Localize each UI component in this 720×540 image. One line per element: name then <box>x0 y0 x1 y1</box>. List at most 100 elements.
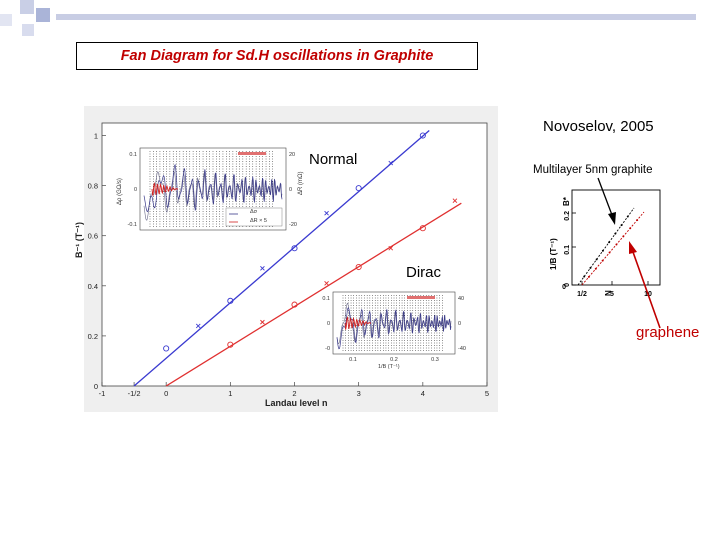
inset-left-tick: -0.1 <box>128 222 137 228</box>
data-point-cross-dirac <box>452 198 458 203</box>
inset-top-ylabel-right: ΔR (mΩ) <box>298 171 304 196</box>
data-point-circle-dirac <box>291 301 298 308</box>
right-data-point <box>626 215 629 218</box>
y-tick-label: 0.8 <box>88 182 98 191</box>
main-ylabel: B⁻¹ (T⁻¹) <box>74 222 84 258</box>
y-tick-label: 0.2 <box>88 332 98 341</box>
right-data-point <box>608 241 611 244</box>
right-data-point <box>587 275 590 278</box>
right-data-point <box>595 258 598 261</box>
graphene-arrow <box>629 241 661 329</box>
label-normal: Normal <box>307 151 360 168</box>
x-tick-label: -1/2 <box>128 389 141 398</box>
right-data-point <box>601 259 604 262</box>
x-tick-label: -1 <box>99 389 106 398</box>
inset-trace-primary <box>336 307 452 350</box>
data-point-circle-dirac <box>419 225 426 232</box>
right-data-point <box>615 243 618 246</box>
right-x-tick-label: 5 <box>610 291 614 298</box>
data-point-cross-normal <box>388 160 394 166</box>
inset-bottom-tick: 0.3 <box>431 357 439 363</box>
decorative-squares <box>0 0 60 40</box>
data-point-cross-dirac <box>388 245 394 251</box>
right-y-top-label: B* <box>562 197 571 206</box>
inset-oscillations-top: 0.1 0 -0.1 20 0 -20 <box>128 147 297 231</box>
inset-right-tick: 20 <box>289 152 295 158</box>
inset-left-tick: 0.1 <box>322 296 330 302</box>
inset-bottom-xlabel: 1/B (T⁻¹) <box>378 364 400 370</box>
right-data-point <box>636 219 639 222</box>
slide-title: Fan Diagram for Sd.H oscillations in Gra… <box>120 48 434 64</box>
title-box: Fan Diagram for Sd.H oscillations in Gra… <box>76 42 478 70</box>
inset-right-tick: 40 <box>458 296 464 302</box>
right-y-tick-label: 0 <box>564 283 571 287</box>
right-data-point <box>583 275 586 278</box>
right-origin-label: 0 <box>562 284 566 291</box>
series-line-dirac <box>165 202 462 387</box>
right-data-point <box>622 235 625 238</box>
inset-left-tick: 0.1 <box>129 152 137 158</box>
inset-trace-red <box>344 316 372 330</box>
header-rule <box>56 14 696 20</box>
right-data-point <box>589 266 592 269</box>
data-point-circle-normal <box>419 132 426 139</box>
data-point-circle-normal <box>163 345 170 352</box>
data-point-cross-normal <box>195 323 201 329</box>
right-fan-line-red <box>581 211 645 286</box>
right-data-point <box>614 232 617 235</box>
right-x-tick-label: 1/2 <box>577 291 587 298</box>
label-multilayer: Multilayer 5nm graphite <box>533 164 653 176</box>
inset-marker <box>407 296 435 299</box>
citation: Novoselov, 2005 <box>543 118 654 135</box>
right-xlabel: N <box>604 290 613 296</box>
right-data-point <box>620 224 623 227</box>
data-point-cross-normal <box>324 210 329 216</box>
multilayer-chart: 00.10.21/25100 <box>562 189 661 298</box>
label-dirac: Dirac <box>404 264 444 281</box>
x-tick-label: 0 <box>164 389 168 398</box>
inset-top-legend-1: Δσ <box>250 209 258 215</box>
x-tick-label: 1 <box>228 389 232 398</box>
right-data-point <box>601 249 604 252</box>
inset-left-tick: 0 <box>134 187 137 193</box>
data-point-circle-normal <box>355 185 362 192</box>
inset-trace-red <box>151 182 179 196</box>
inset-bottom-tick: 0.1 <box>349 357 357 363</box>
label-graphene: graphene <box>636 324 700 341</box>
inset-legend <box>225 207 283 227</box>
y-tick-label: 0.4 <box>88 282 98 291</box>
multilayer-arrow <box>597 177 616 225</box>
x-tick-label: 3 <box>357 389 361 398</box>
right-plot-area <box>571 189 661 286</box>
right-y-tick-label: 0.1 <box>564 245 571 255</box>
inset-oscillations-bottom: 0.1 0 -0 40 0 -40 0.1 0.2 0.3 <box>322 291 466 363</box>
data-point-cross-dirac <box>260 319 265 325</box>
deco-square <box>22 24 34 36</box>
inset-right-tick: -20 <box>289 222 297 228</box>
inset-bottom-tick: 0.2 <box>390 357 398 363</box>
deco-square <box>36 8 50 22</box>
y-tick-label: 1 <box>94 132 98 141</box>
x-tick-label: 4 <box>421 389 425 398</box>
data-point-circle-dirac <box>227 341 234 348</box>
inset-left-tick: -0 <box>325 346 330 352</box>
inset-right-tick: 0 <box>289 187 292 193</box>
inset-marker <box>238 152 266 155</box>
deco-square <box>20 0 34 14</box>
data-point-cross-normal <box>260 265 265 271</box>
right-fan-line-black <box>577 207 635 286</box>
y-tick-label: 0.6 <box>88 232 98 241</box>
inset-top-legend-2: ΔR × 5 <box>250 218 267 224</box>
right-data-point <box>594 267 597 270</box>
data-point-circle-normal <box>227 297 234 304</box>
main-xlabel: Landau level n <box>265 398 328 408</box>
right-data-point <box>608 251 611 254</box>
data-point-circle-dirac <box>355 263 362 271</box>
data-point-circle-normal <box>291 245 298 252</box>
data-point-cross-dirac <box>324 280 329 286</box>
x-tick-label: 2 <box>292 389 296 398</box>
x-tick-label: 5 <box>485 389 489 398</box>
right-data-point <box>629 227 632 230</box>
right-y-tick-label: 0.2 <box>564 211 571 221</box>
deco-square <box>0 14 12 26</box>
